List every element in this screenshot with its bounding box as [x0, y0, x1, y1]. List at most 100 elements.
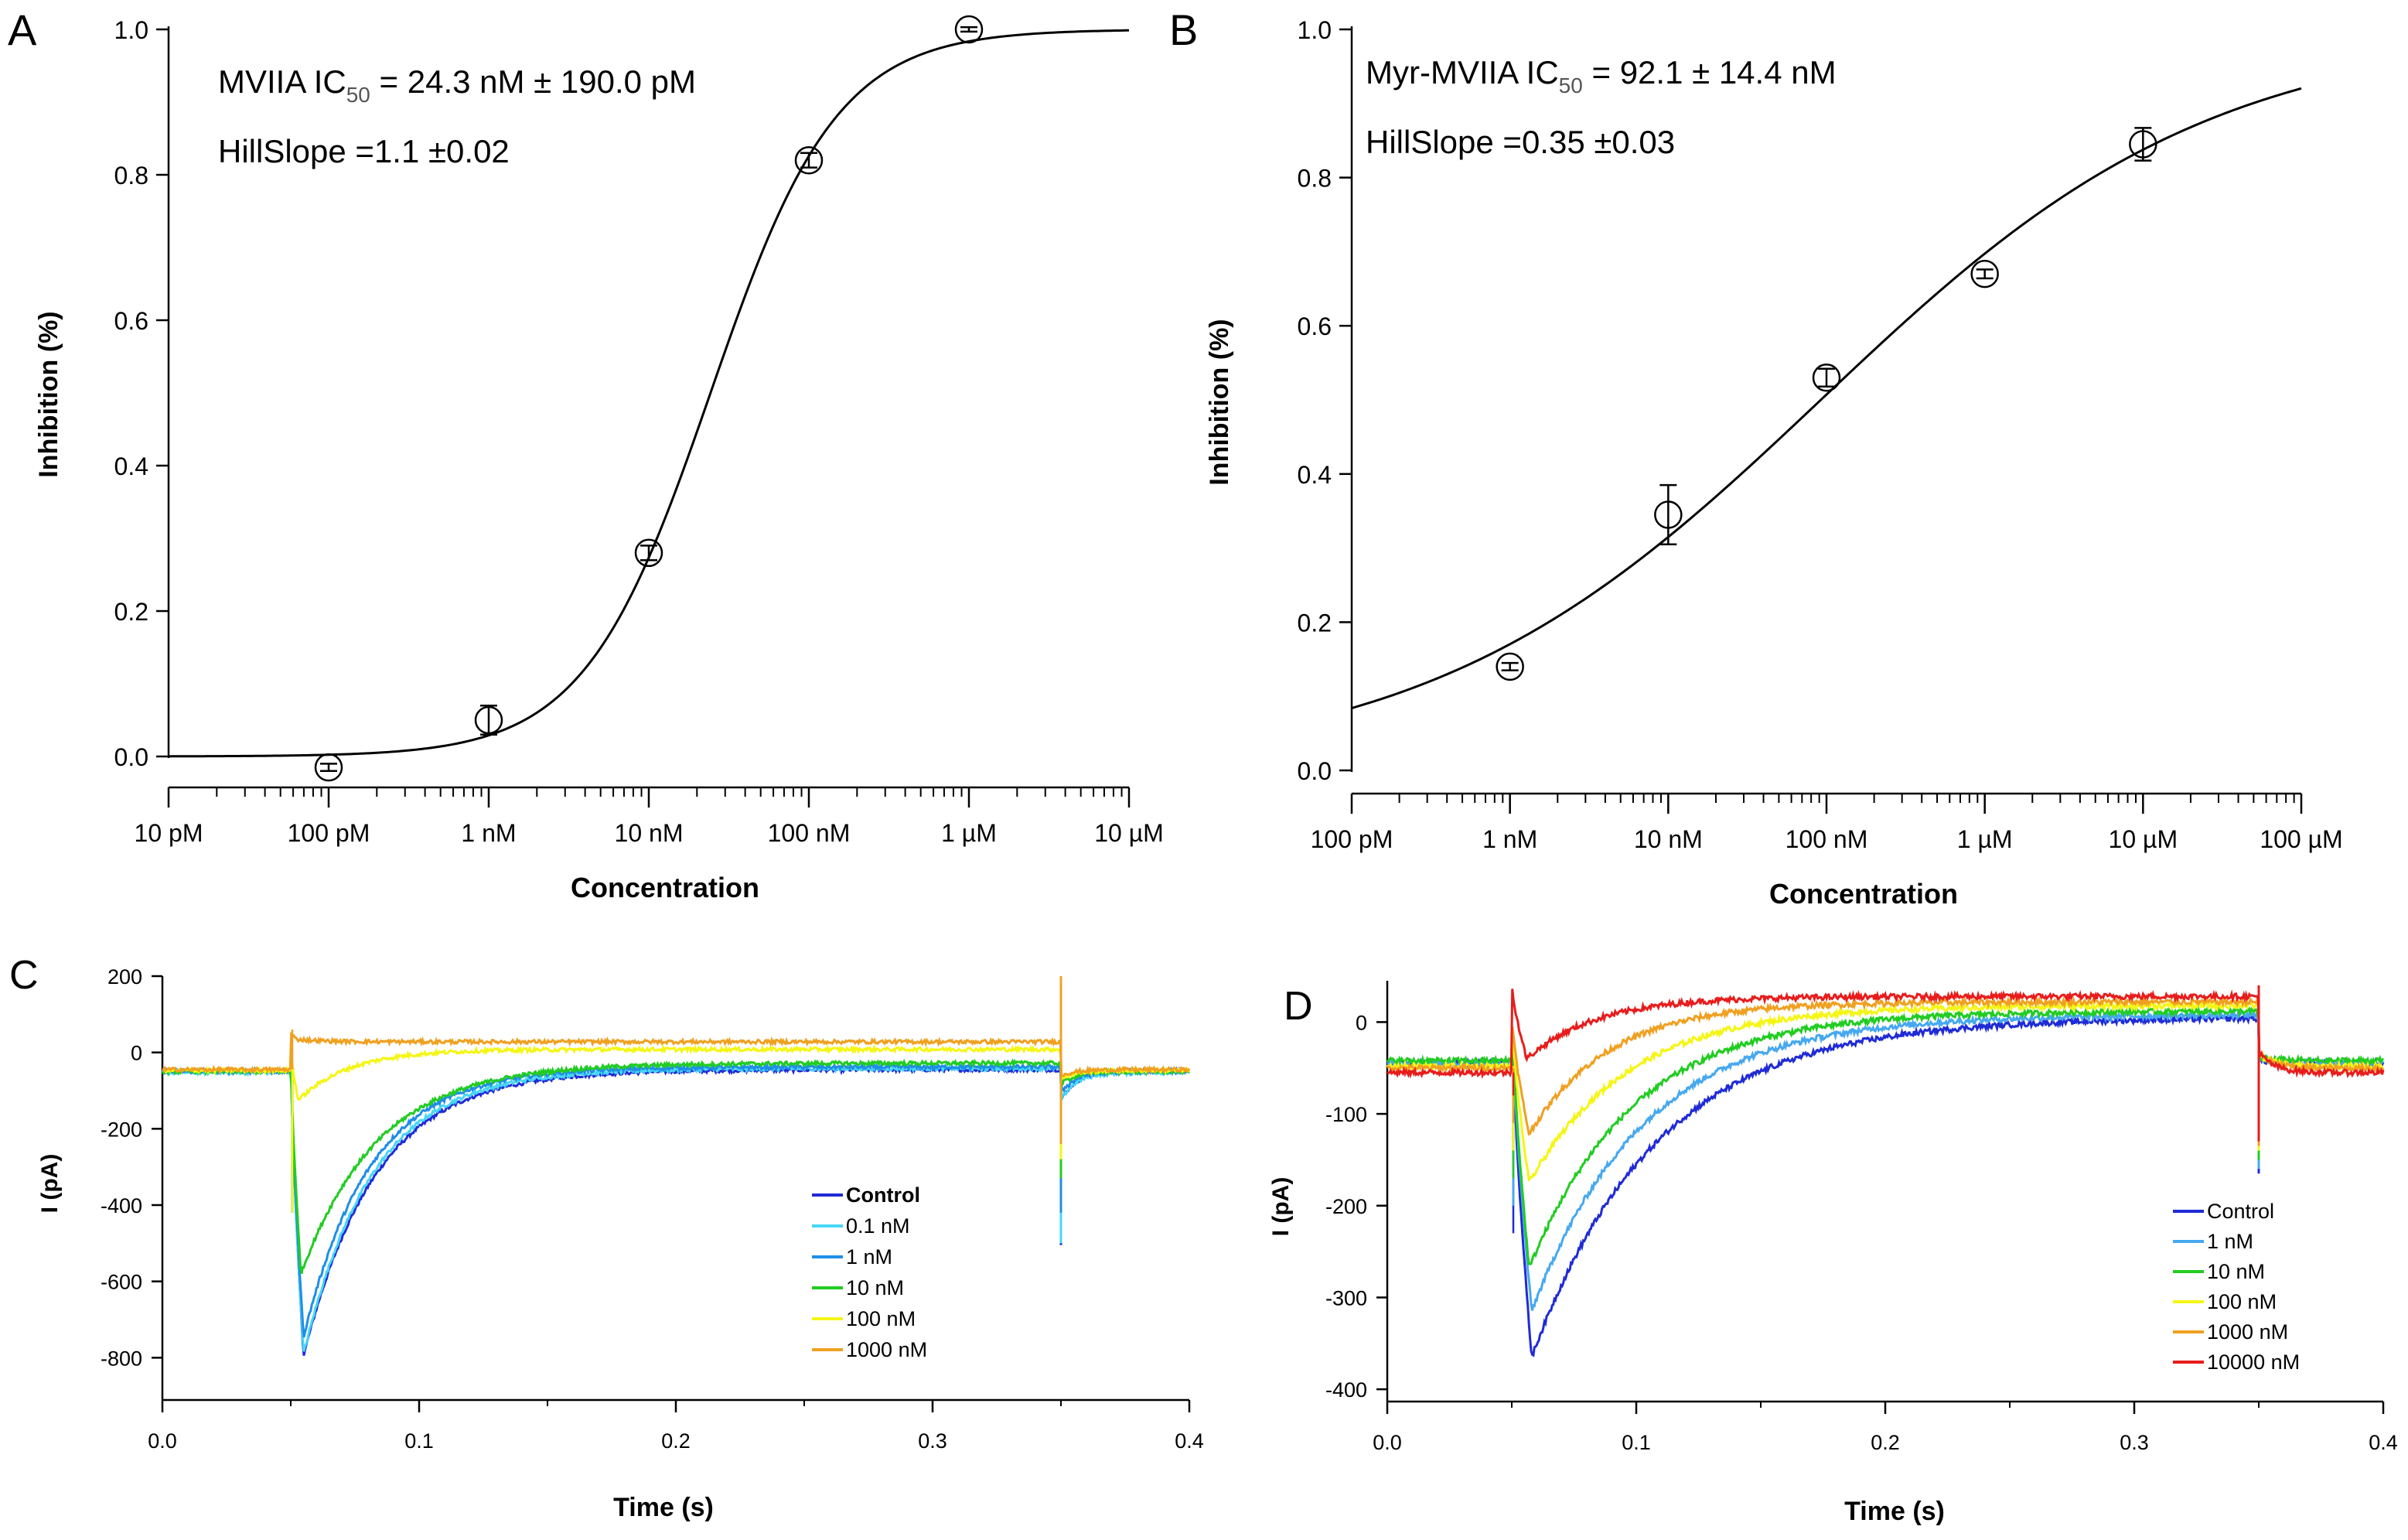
legend-label: 1 nM: [2207, 1230, 2253, 1253]
x-tick-label: 10 nM: [615, 819, 684, 847]
x-tick-label: 100 µM: [2260, 825, 2342, 853]
y-tick-label: 0.2: [114, 598, 148, 626]
y-tick-label: -600: [101, 1271, 142, 1294]
data-marker: [1654, 500, 1683, 529]
data-marker: [794, 145, 824, 175]
x-tick-label: 0.3: [918, 1429, 947, 1453]
legend-label: 100 nM: [2207, 1290, 2277, 1313]
x-tick-label: 10 nM: [1634, 825, 1703, 853]
data-point: [314, 753, 343, 782]
x-tick-label: 100 nM: [768, 819, 851, 847]
y-tick-label: 0: [131, 1042, 142, 1065]
data-point: [2129, 127, 2157, 162]
x-tick-label: 0.0: [148, 1429, 177, 1453]
x-tick-label: 0.2: [661, 1429, 691, 1453]
annotation-hillslope: HillSlope =1.1 ±0.02: [218, 133, 510, 169]
legend: Control 1 nM 10 nM 100 nM 1000 nM 10000 nM: [2173, 1200, 2300, 1374]
data-marker: [1970, 259, 1999, 289]
trace-line: [1386, 995, 2385, 1136]
y-tick-label: -200: [1325, 1195, 1367, 1218]
legend: Control 0.1 nM 1 nM 10 nM 100 nM 1000 nM: [812, 1183, 927, 1361]
x-tick-label: 0.3: [2120, 1431, 2149, 1454]
annotation-ic50: Myr-MVIIA IC50 = 92.1 ± 14.4 nM: [1366, 54, 1837, 97]
y-tick-label: 0.4: [1298, 461, 1332, 489]
annotation-ic50-subscript: 50: [1559, 73, 1583, 97]
x-axis-title: Time (s): [613, 1493, 714, 1522]
data-point: [1970, 259, 1999, 289]
y-tick-label: -400: [101, 1194, 142, 1217]
trace-line: [1386, 1012, 2385, 1357]
y-tick-label: 1.0: [114, 16, 148, 44]
y-tick-label: -400: [1325, 1378, 1367, 1402]
x-tick-label: 100 pM: [1311, 825, 1393, 853]
x-axis-title: Concentration: [1769, 878, 1958, 910]
x-tick-label: 1 µM: [941, 819, 997, 847]
fit-curve: [1351, 87, 2302, 709]
y-tick-label: 0.8: [1298, 165, 1332, 193]
x-tick-label: 10 pM: [135, 819, 203, 847]
data-point: [474, 704, 503, 736]
panel-label: A: [8, 5, 37, 54]
annotation-ic50-value: = 24.3 nM ± 190.0 pM: [370, 63, 696, 100]
legend-label: Control: [2207, 1200, 2274, 1223]
chart-panel-c: C -800 -600 -400 -200 0 200 I (pA) 0.0 0.1 0.2 0.3 0…: [9, 953, 1204, 1522]
data-point: [1654, 483, 1683, 546]
data-marker: [314, 753, 343, 782]
y-tick-label: -200: [101, 1118, 142, 1141]
trace-line: [1386, 999, 2384, 1182]
x-tick-label: 100 nM: [1786, 825, 1868, 853]
panel-label: C: [9, 953, 39, 998]
y-tick-label: 200: [107, 965, 142, 989]
y-tick-label: 0.4: [114, 452, 148, 480]
legend-label: 10 nM: [846, 1276, 904, 1299]
legend-label: 1000 nM: [2207, 1320, 2288, 1344]
x-tick-label: 1 µM: [1957, 825, 2013, 853]
y-tick-label: -800: [101, 1347, 142, 1370]
trace-line: [161, 1064, 1190, 1356]
chart-panel-b: B 0.0 0.2 0.4 0.6 0.8 1.0 Inhibition (%) 100 pM 1…: [1169, 5, 2343, 910]
x-tick-label: 1 nM: [1482, 825, 1537, 853]
y-tick-label: 0.6: [1298, 312, 1332, 340]
legend-label: 10 nM: [2207, 1260, 2265, 1283]
data-marker: [954, 15, 984, 44]
data-point: [794, 145, 824, 175]
x-tick-label: 0.4: [1175, 1429, 1204, 1453]
data-point: [954, 15, 984, 44]
y-tick-label: 1.0: [1298, 16, 1332, 44]
y-tick-label: 0.2: [1298, 609, 1332, 637]
y-axis-title: Inhibition (%): [1205, 319, 1234, 485]
x-tick-label: 0.1: [404, 1429, 434, 1453]
annotation-ic50-subscript: 50: [346, 83, 370, 107]
panel-label: B: [1169, 5, 1198, 54]
y-axis-title: I (pA): [1268, 1177, 1294, 1237]
legend-label: 1000 nM: [846, 1338, 927, 1361]
trace-line: [162, 1032, 1191, 1077]
annotation-ic50: MVIIA IC50 = 24.3 nM ± 190.0 pM: [218, 63, 696, 107]
trace-line: [162, 1043, 1191, 1101]
data-marker: [2129, 130, 2157, 159]
x-tick-label: 0.0: [1373, 1431, 1402, 1454]
annotation-ic50-value: = 92.1 ± 14.4 nM: [1583, 54, 1837, 90]
x-tick-label: 0.1: [1622, 1431, 1651, 1454]
data-marker: [1812, 364, 1841, 392]
y-tick-label: -100: [1325, 1103, 1367, 1126]
x-tick-label: 100 pM: [288, 819, 370, 847]
y-tick-label: 0.0: [114, 743, 148, 771]
y-tick-label: 0.8: [114, 162, 148, 190]
annotation-ic50-prefix: Myr-MVIIA IC: [1366, 54, 1559, 90]
legend-label: 1 nM: [846, 1245, 892, 1269]
annotation-ic50-prefix: MVIIA IC: [218, 63, 346, 100]
data-marker: [1496, 652, 1524, 681]
data-marker: [474, 705, 503, 735]
legend-label: 10000 nM: [2207, 1350, 2300, 1374]
chart-panel-a: A 0.0 0.2 0.4 0.6 0.8 1.0 Inhibition (%) 10 pM 10…: [8, 5, 1164, 903]
y-tick-label: 0.6: [114, 307, 148, 335]
data-point: [1812, 364, 1841, 392]
x-tick-label: 10 µM: [1094, 819, 1164, 847]
annotation-hillslope: HillSlope =0.35 ±0.03: [1366, 124, 1675, 160]
y-axis-title: I (pA): [37, 1154, 63, 1214]
x-tick-label: 10 µM: [2109, 825, 2178, 853]
x-axis-title: Time (s): [1844, 1497, 1945, 1526]
trace-line: [1386, 1004, 2385, 1265]
